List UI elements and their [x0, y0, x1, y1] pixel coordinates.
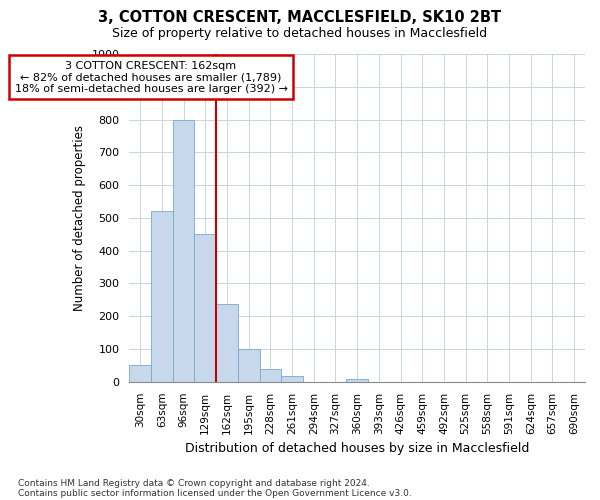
Bar — [216, 304, 238, 382]
Text: Contains public sector information licensed under the Open Government Licence v3: Contains public sector information licen… — [18, 488, 412, 498]
Bar — [346, 379, 368, 382]
Text: 3, COTTON CRESCENT, MACCLESFIELD, SK10 2BT: 3, COTTON CRESCENT, MACCLESFIELD, SK10 2… — [98, 10, 502, 25]
X-axis label: Distribution of detached houses by size in Macclesfield: Distribution of detached houses by size … — [185, 442, 529, 455]
Text: 3 COTTON CRESCENT: 162sqm
← 82% of detached houses are smaller (1,789)
18% of se: 3 COTTON CRESCENT: 162sqm ← 82% of detac… — [14, 60, 287, 94]
Bar — [260, 370, 281, 382]
Bar — [238, 349, 260, 382]
Y-axis label: Number of detached properties: Number of detached properties — [73, 125, 86, 311]
Text: Contains HM Land Registry data © Crown copyright and database right 2024.: Contains HM Land Registry data © Crown c… — [18, 478, 370, 488]
Bar — [194, 234, 216, 382]
Bar — [130, 365, 151, 382]
Bar — [151, 212, 173, 382]
Text: Size of property relative to detached houses in Macclesfield: Size of property relative to detached ho… — [112, 28, 488, 40]
Bar — [173, 120, 194, 382]
Bar — [281, 376, 303, 382]
